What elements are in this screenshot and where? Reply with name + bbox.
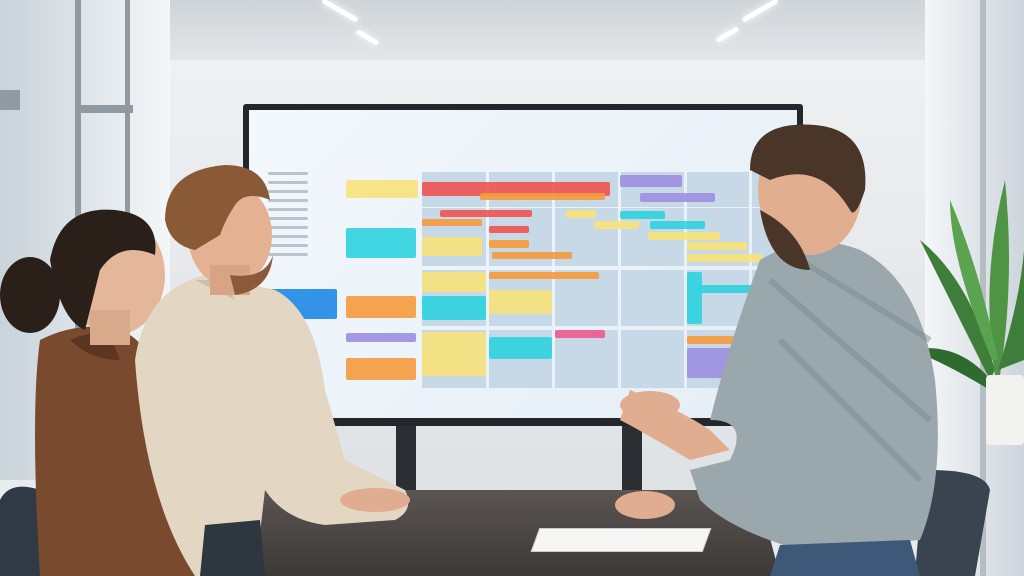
- schedule-event: [440, 210, 532, 217]
- chair: [915, 470, 990, 576]
- schedule-event: [697, 285, 772, 293]
- schedule-event: [422, 272, 486, 292]
- schedule-event: [346, 296, 416, 318]
- schedule-event: [346, 180, 418, 198]
- schedule-event: [566, 210, 596, 218]
- sidebar-line: [268, 226, 308, 229]
- schedule-event: [648, 232, 720, 240]
- schedule-event: [422, 182, 610, 196]
- schedule-cell: [621, 270, 684, 326]
- schedule-event: [422, 296, 486, 320]
- schedule-event: [489, 290, 552, 314]
- sidebar-line: [268, 235, 308, 238]
- schedule-event: [489, 240, 529, 248]
- schedule-event: [620, 175, 682, 187]
- person-man-right: [615, 124, 938, 576]
- sidebar-line: [268, 208, 308, 211]
- sidebar-line: [268, 253, 308, 256]
- schedule-event: [489, 337, 552, 359]
- schedule-event: [480, 193, 605, 200]
- sidebar-line: [268, 217, 308, 220]
- schedule-event: [687, 242, 747, 250]
- schedule-cell: [555, 330, 618, 388]
- schedule-event: [422, 332, 486, 376]
- schedule-cell: [555, 270, 618, 326]
- monitor-stand: [396, 426, 416, 492]
- sidebar-line: [268, 190, 308, 193]
- person-man-center: [135, 165, 410, 576]
- sidebar-line: [268, 199, 308, 202]
- sidebar-line: [268, 172, 308, 175]
- schedule-event: [492, 252, 572, 259]
- ceiling: [0, 0, 1024, 60]
- schedule-cell: [621, 330, 684, 388]
- schedule-event: [620, 211, 665, 219]
- schedule-event: [555, 330, 605, 338]
- schedule-event: [346, 228, 416, 258]
- schedule-event: [687, 336, 747, 344]
- sidebar-line: [268, 244, 308, 247]
- schedule-event: [489, 272, 599, 279]
- schedule-event: [422, 219, 482, 226]
- monitor-stand: [622, 426, 642, 492]
- schedule-event: [650, 221, 705, 229]
- schedule-event: [594, 221, 639, 229]
- schedule-event: [640, 193, 715, 202]
- schedule-event: [687, 254, 763, 262]
- schedule-event: [422, 237, 482, 256]
- plant-icon: [910, 160, 1024, 460]
- schedule-event: [346, 358, 416, 380]
- schedule-event: [489, 226, 529, 233]
- schedule-event: [346, 333, 416, 342]
- sidebar-line: [268, 181, 308, 184]
